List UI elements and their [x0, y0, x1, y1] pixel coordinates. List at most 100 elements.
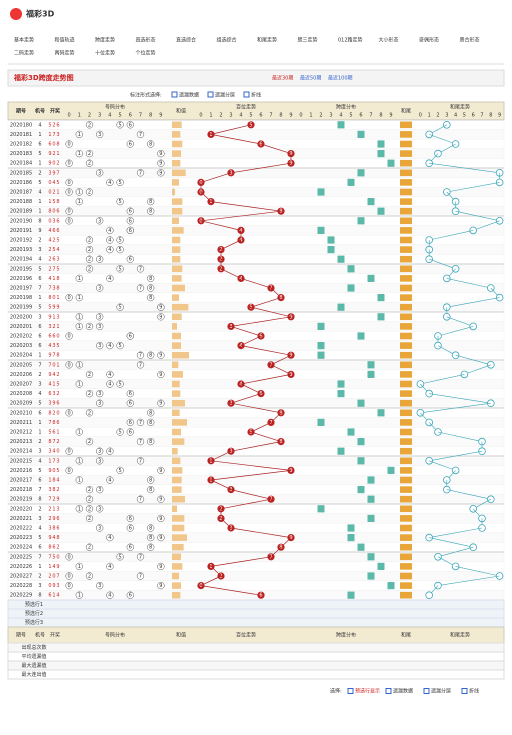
- nav-link[interactable]: 直选形态: [136, 37, 156, 44]
- nav-link[interactable]: 质合形态: [460, 37, 480, 44]
- issue: 2020216: [10, 468, 32, 474]
- nav-link[interactable]: 十位走势: [95, 50, 115, 57]
- issue: 2020200: [10, 314, 32, 320]
- draw-digit: 0: [52, 574, 55, 580]
- tail-mark: [400, 476, 412, 484]
- issue: 2020217: [10, 478, 32, 484]
- issue: 2020227: [10, 574, 32, 580]
- draw-digit: 0: [52, 142, 55, 148]
- nav-link[interactable]: 基本走势: [14, 37, 34, 44]
- digit-header: 6: [472, 113, 475, 119]
- nav-link[interactable]: 012路走势: [338, 37, 363, 44]
- sum-mark: [172, 534, 187, 541]
- distribution-digit: 0: [68, 218, 71, 224]
- issue: 2020180: [10, 122, 32, 128]
- range-link[interactable]: 最近100期: [328, 75, 353, 82]
- range-link[interactable]: 最近50期: [300, 75, 321, 82]
- nav-link[interactable]: 二码走势: [14, 50, 34, 57]
- nav-link[interactable]: 跨度走势: [95, 37, 115, 44]
- trend-line: [230, 162, 292, 174]
- nav-link[interactable]: 和尾走势: [257, 37, 277, 44]
- hundreds-digit: 9: [289, 161, 292, 167]
- span-mark: [377, 313, 385, 321]
- span-mark: [377, 409, 385, 417]
- tail-line: [429, 460, 456, 471]
- sum-mark: [172, 294, 179, 301]
- distribution-digit: 2: [88, 574, 91, 580]
- span-mark: [357, 457, 365, 465]
- draw-digit: 9: [48, 353, 51, 359]
- tail-mark: [400, 409, 412, 417]
- nav-link[interactable]: 胆三走势: [298, 37, 318, 44]
- distribution-digit: 3: [98, 526, 101, 532]
- draw-digit: 1: [48, 199, 51, 205]
- draw-digit: 6: [52, 545, 55, 551]
- draw-digit: 8: [56, 286, 59, 292]
- distribution-mark: [85, 495, 94, 503]
- trend-line: [230, 489, 272, 500]
- nav-link[interactable]: 奇偶形态: [419, 37, 439, 44]
- range-link[interactable]: 最近30期: [272, 75, 293, 82]
- draw-digit: 7: [52, 266, 55, 272]
- distribution-mark: [65, 572, 73, 580]
- distribution-digit: 6: [129, 334, 132, 340]
- logo: 福彩3D: [25, 9, 55, 19]
- draw-digit: 3: [48, 401, 51, 407]
- checkbox[interactable]: [171, 91, 178, 98]
- distribution-digit: 1: [78, 593, 81, 599]
- machine: 7: [38, 487, 41, 493]
- span-mark: [347, 591, 355, 599]
- trend-line: [220, 239, 242, 250]
- sum-mark: [172, 227, 184, 234]
- checkbox[interactable]: [207, 91, 214, 98]
- digit-header: 1: [209, 113, 212, 119]
- tail-line: [455, 354, 491, 366]
- distribution-digit: 3: [98, 583, 101, 589]
- nav-link[interactable]: 大小形态: [379, 37, 399, 44]
- distribution-digit: 2: [88, 122, 91, 128]
- checkbox[interactable]: [423, 688, 430, 694]
- draw-digit: 2: [56, 161, 59, 167]
- distribution-digit: 0: [68, 574, 71, 580]
- draw-digit: 4: [52, 372, 55, 378]
- distribution-mark: [85, 322, 94, 331]
- draw-digit: 7: [52, 458, 55, 464]
- distribution-digit: 8: [149, 353, 152, 359]
- trend-line: [210, 479, 232, 490]
- checkbox[interactable]: [243, 91, 250, 98]
- trend-line: [250, 297, 282, 308]
- distribution-mark: [147, 533, 155, 542]
- draw-digit: 2: [48, 266, 51, 272]
- sum-mark: [172, 236, 181, 244]
- sum-mark: [172, 399, 185, 407]
- distribution-digit: 3: [98, 257, 101, 263]
- digit-header: 1: [428, 113, 431, 119]
- digit-header: 0: [199, 113, 202, 119]
- distribution-digit: 0: [68, 449, 71, 455]
- checkbox[interactable]: [385, 688, 392, 694]
- checkbox[interactable]: [461, 688, 468, 694]
- nav-link[interactable]: 直选综合: [176, 37, 196, 44]
- machine: 6: [38, 334, 41, 340]
- machine: 4: [38, 458, 41, 464]
- nav-link[interactable]: 组选综合: [217, 37, 237, 44]
- nav-link[interactable]: 个位走势: [136, 50, 156, 57]
- machine: 1: [38, 209, 41, 215]
- checkbox[interactable]: [347, 688, 354, 694]
- issue: 2020183: [10, 151, 32, 157]
- sum-mark: [172, 351, 189, 359]
- distribution-digit: 6: [129, 142, 132, 148]
- distribution-mark: [96, 130, 104, 139]
- draw-digit: 0: [52, 362, 55, 368]
- draw-digit: 0: [52, 295, 55, 301]
- distribution-mark: [75, 361, 83, 369]
- draw-digit: 2: [52, 410, 55, 416]
- span-mark: [357, 169, 365, 177]
- span-mark: [317, 505, 325, 513]
- issue: 2020199: [10, 305, 32, 311]
- distribution-digit: 6: [129, 401, 132, 407]
- nav-link[interactable]: 和值轨迹: [55, 37, 75, 44]
- nav-link[interactable]: 两码走势: [55, 50, 75, 57]
- distribution-mark: [65, 553, 73, 561]
- digit-header: 2: [219, 113, 222, 119]
